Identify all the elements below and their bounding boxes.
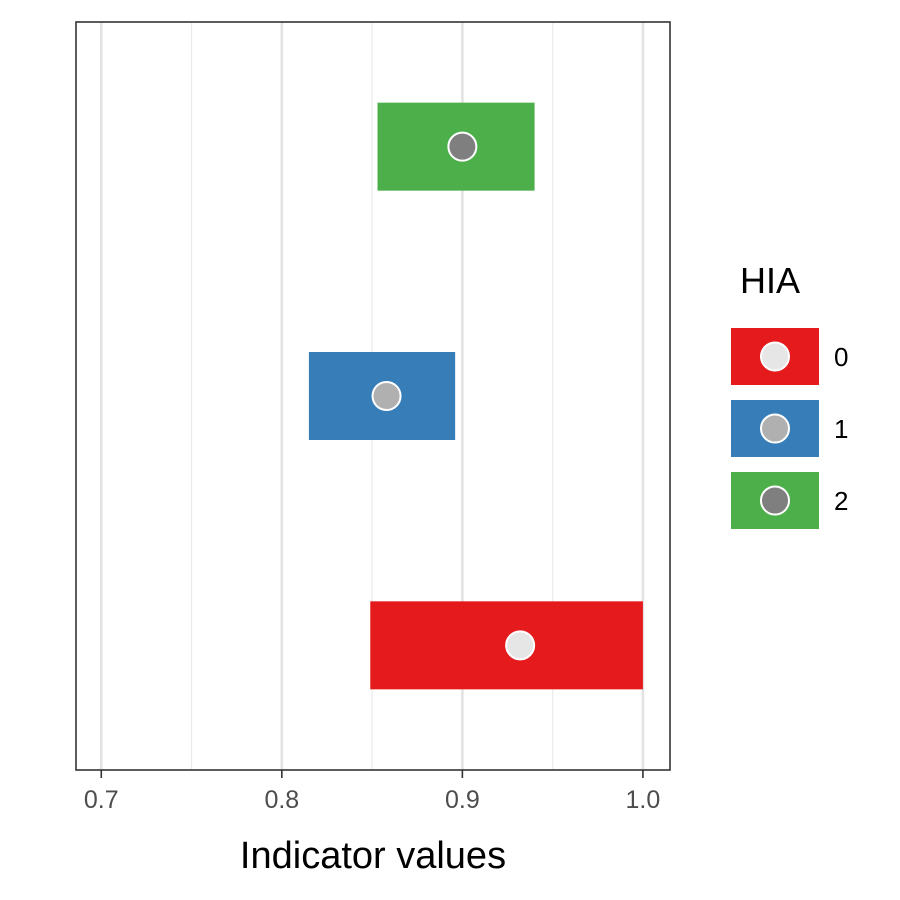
legend-title: HIA	[740, 260, 800, 301]
legend-point-0	[760, 341, 790, 372]
x-tick-label: 1.0	[626, 786, 661, 814]
plot-panel-border	[75, 21, 671, 771]
legend-label-2: 2	[834, 486, 848, 516]
legend-label-1: 1	[834, 414, 848, 444]
legend-label-0: 0	[834, 342, 848, 372]
legend: HIA 0 1 2	[731, 260, 848, 529]
legend-point-2	[760, 485, 790, 516]
point-hia-2	[447, 131, 478, 162]
legend-point-1	[760, 413, 790, 444]
x-axis: 0.7 0.8 0.9 1.0	[84, 770, 660, 814]
point-hia-1	[371, 381, 402, 411]
x-axis-title: Indicator values	[240, 835, 506, 877]
x-tick-label: 0.9	[445, 786, 480, 814]
x-tick-label: 0.8	[264, 786, 299, 814]
bars-layer	[308, 102, 643, 690]
points-layer	[371, 131, 536, 661]
point-hia-0	[505, 630, 536, 661]
x-tick-label: 0.7	[84, 786, 119, 814]
